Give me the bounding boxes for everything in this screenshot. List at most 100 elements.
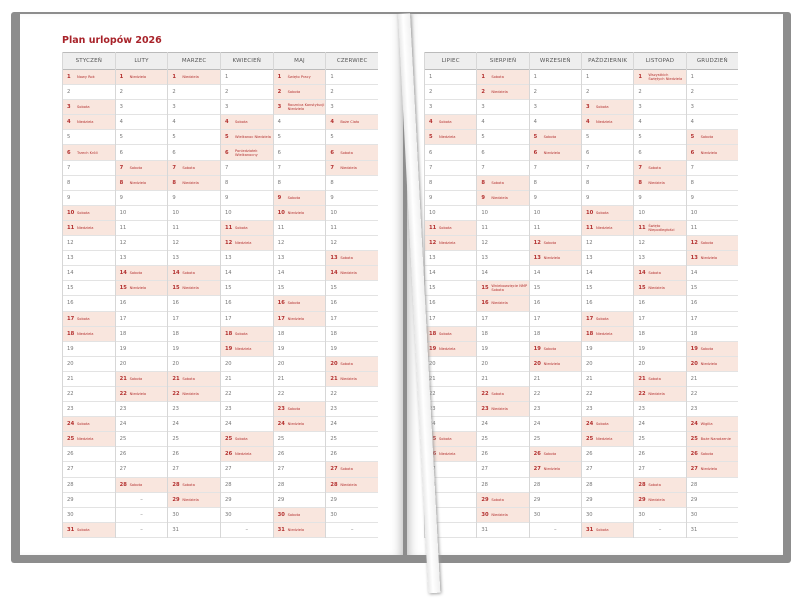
day-cell[interactable]: 16 Sobota xyxy=(273,296,326,312)
day-cell[interactable]: 6 xyxy=(273,145,326,161)
day-cell[interactable]: 14 xyxy=(477,266,529,282)
day-cell[interactable]: 1 xyxy=(221,70,273,86)
day-cell[interactable]: 13 Niedziela xyxy=(529,251,581,267)
day-cell[interactable]: 17 xyxy=(221,312,273,327)
day-cell[interactable]: 9 xyxy=(326,191,378,206)
day-cell[interactable]: 11 xyxy=(115,221,168,237)
day-cell[interactable]: 9 xyxy=(168,191,220,206)
day-cell[interactable]: 9 xyxy=(529,191,581,206)
day-cell[interactable]: 21 xyxy=(273,372,326,387)
day-cell[interactable]: 10 xyxy=(115,206,168,221)
day-cell[interactable]: 20 xyxy=(221,357,273,372)
empty-day-cell[interactable]: – xyxy=(529,523,581,538)
day-cell[interactable]: 15 xyxy=(425,281,477,297)
day-cell[interactable]: 15 xyxy=(326,281,378,297)
day-cell[interactable]: 28 Sobota xyxy=(168,477,220,493)
day-cell[interactable]: 26 Sobota xyxy=(686,447,738,463)
day-cell[interactable]: 19 Niedziela xyxy=(221,341,273,357)
day-cell[interactable]: 25 xyxy=(477,432,529,448)
day-cell[interactable]: 5 Niedziela xyxy=(425,130,477,146)
day-cell[interactable]: 31 xyxy=(686,523,738,538)
day-cell[interactable]: 10 xyxy=(686,206,738,221)
day-cell[interactable]: 14 xyxy=(686,266,738,282)
day-cell[interactable]: 11 Święto Niepodległości xyxy=(634,220,686,237)
day-cell[interactable]: 19 xyxy=(634,342,686,357)
day-cell[interactable]: 15 xyxy=(221,281,273,297)
day-cell[interactable]: 26 xyxy=(581,447,634,463)
day-cell[interactable]: 2 xyxy=(581,85,634,101)
day-cell[interactable]: 10 xyxy=(221,206,273,221)
day-cell[interactable]: 11 xyxy=(477,221,529,237)
day-cell[interactable]: 9 xyxy=(686,191,738,206)
day-cell[interactable]: 11 Niedziela xyxy=(581,220,634,237)
day-cell[interactable]: 29 xyxy=(326,493,378,508)
day-cell[interactable]: 22 Niedziela xyxy=(115,386,168,403)
day-cell[interactable]: 15 xyxy=(686,281,738,297)
day-cell[interactable]: 25 xyxy=(115,432,168,448)
day-cell[interactable]: 28 xyxy=(273,478,326,493)
day-cell[interactable]: 19 Niedziela xyxy=(425,341,477,357)
day-cell[interactable]: 31 xyxy=(477,523,529,538)
day-cell[interactable]: 22 xyxy=(221,387,273,403)
day-cell[interactable]: 6 Niedziela xyxy=(686,145,738,161)
day-cell[interactable]: 24 xyxy=(634,417,686,433)
day-cell[interactable]: 24 Sobota xyxy=(581,417,634,433)
day-cell[interactable]: 20 Niedziela xyxy=(529,356,581,372)
day-cell[interactable]: 27 xyxy=(273,462,326,478)
day-cell[interactable]: 8 xyxy=(686,176,738,191)
day-cell[interactable]: 13 Niedziela xyxy=(686,251,738,267)
day-cell[interactable]: 4 Sobota xyxy=(221,115,273,131)
day-cell[interactable]: 27 xyxy=(168,462,220,478)
day-cell[interactable]: 11 xyxy=(168,221,220,237)
day-cell[interactable]: 22 Sobota xyxy=(477,386,529,403)
day-cell[interactable]: 1 xyxy=(581,70,634,86)
empty-day-cell[interactable]: – xyxy=(326,523,378,538)
day-cell[interactable]: 16 xyxy=(581,296,634,312)
day-cell[interactable]: 16 xyxy=(326,296,378,312)
day-cell[interactable]: 6 xyxy=(477,145,529,161)
day-cell[interactable]: 12 Niedziela xyxy=(425,236,477,252)
empty-day-cell[interactable]: – xyxy=(115,523,168,538)
day-cell[interactable]: 14 xyxy=(581,266,634,282)
day-cell[interactable]: 18 Sobota xyxy=(425,326,477,342)
day-cell[interactable]: 25 Niedziela xyxy=(581,432,634,448)
day-cell[interactable]: 27 xyxy=(634,462,686,478)
day-cell[interactable]: 4 xyxy=(686,115,738,131)
day-cell[interactable]: 28 xyxy=(581,478,634,493)
day-cell[interactable]: 10 xyxy=(425,206,477,221)
day-cell[interactable]: 20 xyxy=(273,357,326,372)
day-cell[interactable]: 22 xyxy=(273,387,326,403)
day-cell[interactable]: 21 xyxy=(425,372,477,387)
day-cell[interactable]: 9 xyxy=(115,191,168,206)
day-cell[interactable]: 2 xyxy=(221,85,273,101)
day-cell[interactable]: 5 Sobota xyxy=(529,130,581,146)
day-cell[interactable]: 12 Niedziela xyxy=(221,236,273,252)
day-cell[interactable]: 24 xyxy=(529,417,581,433)
day-cell[interactable]: 4 Boże Ciało xyxy=(326,115,378,131)
day-cell[interactable]: 23 xyxy=(581,402,634,418)
empty-day-cell[interactable]: – xyxy=(115,493,168,508)
day-cell[interactable]: 21 xyxy=(221,372,273,387)
day-cell[interactable]: 10 Sobota xyxy=(581,205,634,221)
day-cell[interactable]: 8 Sobota xyxy=(477,175,529,191)
day-cell[interactable]: 3 xyxy=(326,100,378,116)
day-cell[interactable]: 2 Sobota xyxy=(273,85,326,101)
day-cell[interactable]: 12 xyxy=(477,236,529,252)
day-cell[interactable]: 8 xyxy=(425,176,477,191)
day-cell[interactable]: 30 xyxy=(168,508,220,523)
day-cell[interactable]: 28 Niedziela xyxy=(326,477,378,493)
day-cell[interactable]: 10 xyxy=(529,206,581,221)
day-cell[interactable]: 24 Niedziela xyxy=(273,417,326,433)
day-cell[interactable]: 30 xyxy=(581,508,634,523)
day-cell[interactable]: 13 xyxy=(425,251,477,267)
day-cell[interactable]: 13 xyxy=(477,251,529,267)
day-cell[interactable]: 24 xyxy=(326,417,378,433)
day-cell[interactable]: 11 Niedziela xyxy=(63,220,115,237)
day-cell[interactable]: 9 xyxy=(63,191,115,206)
day-cell[interactable]: 31 Niedziela xyxy=(273,522,326,538)
day-cell[interactable]: 19 xyxy=(168,342,220,357)
day-cell[interactable]: 3 xyxy=(425,100,477,116)
day-cell[interactable]: 13 xyxy=(63,251,115,267)
day-cell[interactable]: 30 xyxy=(63,508,115,523)
